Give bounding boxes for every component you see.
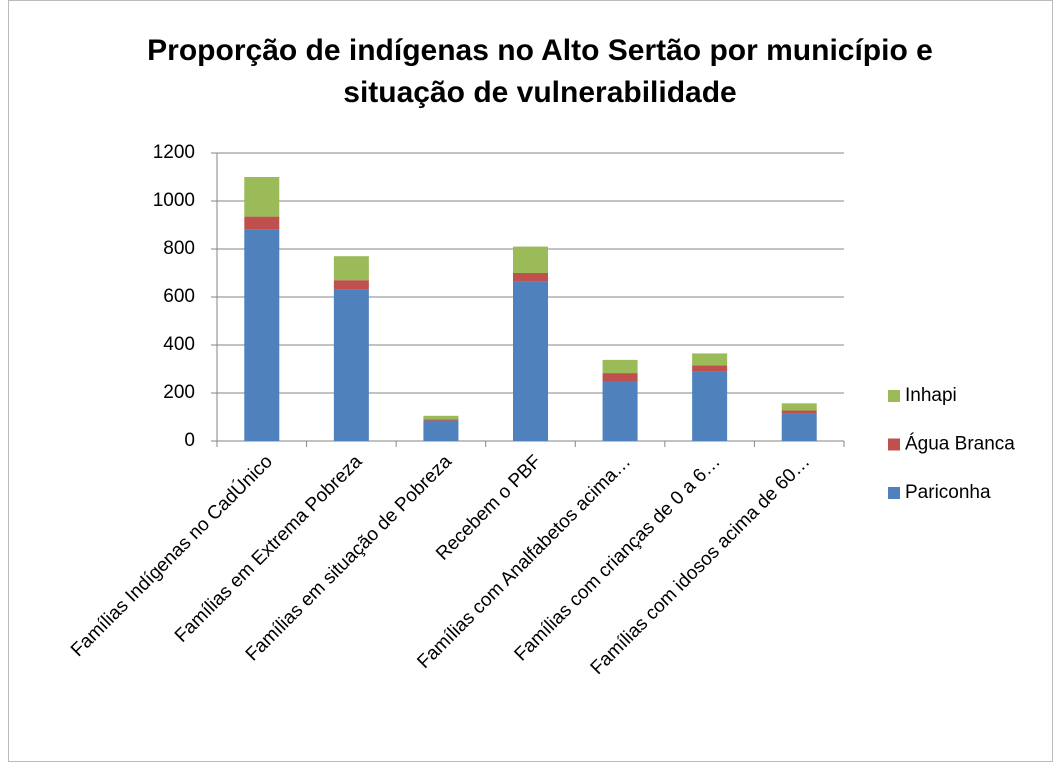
bar-segment (781, 413, 817, 441)
bar-segment (244, 229, 280, 441)
bar-segment (333, 256, 369, 281)
y-tick-label: 1000 (153, 190, 195, 211)
bar-segment (602, 359, 638, 374)
bar-segment (333, 289, 369, 441)
frame (8, 0, 1053, 762)
y-tick-label: 400 (163, 334, 195, 355)
x-tick-label: Famílias em Extrema Pobreza (171, 451, 367, 647)
bar-segment (513, 281, 548, 441)
bar-segment (602, 381, 638, 441)
legend-swatch (888, 390, 900, 402)
bar-segment (333, 280, 369, 290)
bar-segment (692, 371, 728, 441)
y-tick-label: 200 (163, 382, 195, 403)
chart-title: Proporção de indígenas no Alto Sertão po… (147, 34, 933, 109)
bar-segment (244, 216, 280, 230)
bar-segment (781, 403, 817, 411)
bar-segment (692, 353, 728, 366)
bar-segment (244, 177, 280, 217)
bar-segment (692, 365, 728, 372)
legend-swatch (888, 438, 900, 451)
bar-segment (781, 410, 817, 414)
bar-segment (423, 420, 459, 441)
bar-segment (513, 273, 548, 282)
bar-segment (513, 246, 548, 273)
y-tick-label: 0 (184, 430, 195, 451)
x-tick-label: Famílias Indígenas no CadÚnico (66, 451, 276, 661)
bar-segment (423, 415, 459, 420)
bar-segment (602, 373, 638, 381)
bar-segment (423, 419, 459, 421)
y-tick-label: 1200 (153, 142, 195, 163)
y-tick-label: 800 (163, 238, 195, 259)
y-tick-label: 600 (163, 286, 195, 307)
legend-label: Inhapi (905, 385, 957, 406)
legend-label: Pariconha (905, 482, 991, 503)
legend-swatch (888, 487, 900, 499)
legend-label: Água Branca (905, 434, 1015, 455)
